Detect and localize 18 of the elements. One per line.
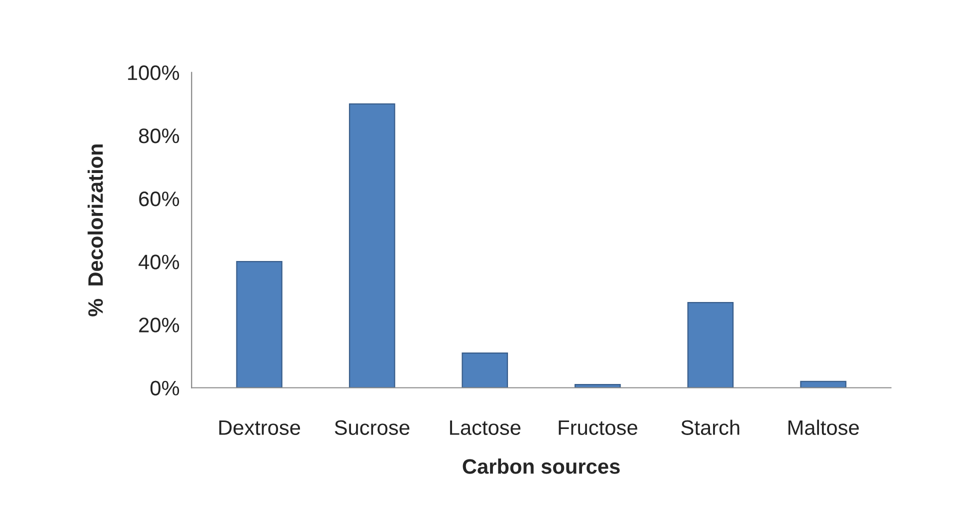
bar (687, 302, 734, 388)
bar (462, 352, 508, 388)
x-tick-label: Starch (681, 420, 740, 435)
x-tick-label: Lactose (450, 420, 520, 435)
x-axis-title: Carbon sources (462, 458, 620, 474)
y-tick-label: 0% (150, 380, 180, 396)
x-tick-label: Fructose (558, 420, 638, 435)
y-tick-label: 100% (128, 65, 180, 80)
y-tick-label: 60% (139, 192, 180, 206)
y-tick-label: 40% (138, 254, 180, 270)
bar (236, 261, 282, 388)
x-tick-label: Sucrose (334, 420, 410, 435)
y-axis-title: % Decolorization (88, 144, 103, 316)
x-tick-label: Maltose (788, 420, 859, 435)
x-tick-label: Dextrose (219, 420, 300, 435)
bar (348, 103, 396, 388)
y-tick-label: 20% (139, 318, 180, 332)
y-tick-label: 80% (139, 128, 180, 144)
